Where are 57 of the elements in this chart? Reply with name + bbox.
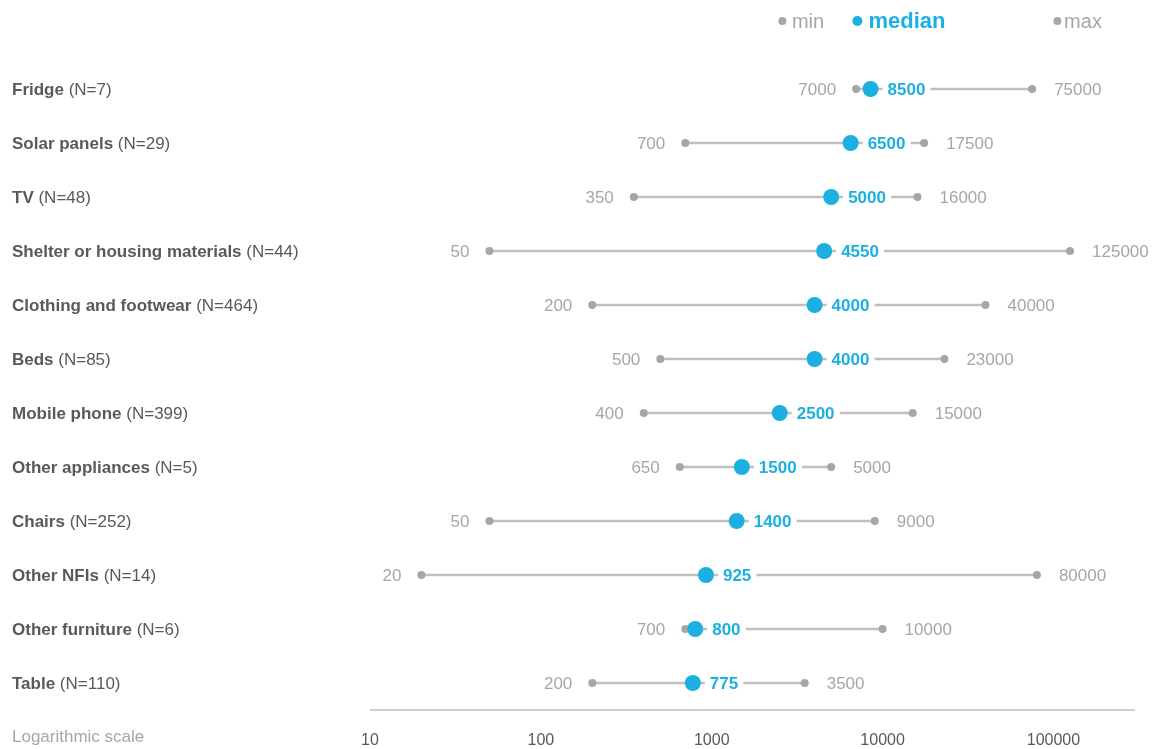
data-label: 5000	[853, 458, 891, 477]
data-label: 500	[611, 350, 641, 369]
data-label: 5000	[848, 188, 886, 207]
data-label: 8500	[887, 80, 926, 99]
data-label: 2500	[796, 404, 835, 423]
data-label: 700	[636, 620, 666, 639]
data-label: 9000	[896, 512, 935, 531]
data-label: 40000	[1007, 296, 1055, 315]
data-label: 50	[450, 242, 470, 261]
data-label: 4000	[831, 350, 870, 369]
data-label: 23000	[966, 350, 1014, 369]
legend-label: median	[868, 8, 946, 33]
data-label: 15000	[934, 404, 982, 423]
y-tick-label: Solar panels (N=29)	[12, 134, 171, 153]
data-label: 10000	[904, 620, 952, 639]
y-tick-label: Other furniture (N=6)	[12, 620, 180, 639]
data-label: 3500	[826, 674, 865, 693]
data-label: 1500	[758, 458, 797, 477]
x-tick-label: 10000	[860, 731, 905, 748]
y-tick-label: Fridge (N=7)	[12, 80, 112, 99]
x-tick-label: 100	[527, 731, 555, 748]
x-tick-label: 100000	[1026, 731, 1081, 748]
data-label: 350	[585, 188, 614, 207]
data-label: 50	[450, 512, 470, 531]
data-label: 1400	[753, 512, 792, 531]
data-label: 7000	[798, 80, 837, 99]
data-label: 200	[543, 296, 573, 315]
legend-label: min	[791, 10, 825, 32]
legend-label: max	[1064, 10, 1102, 32]
data-label: 17500	[946, 134, 994, 153]
text: Logarithmic scale	[12, 727, 145, 746]
y-tick-label: Other appliances (N=5)	[12, 458, 198, 477]
y-tick-label: Chairs (N=252)	[12, 512, 132, 531]
data-label: 200	[543, 674, 573, 693]
data-label: 925	[722, 566, 752, 585]
data-label: 80000	[1058, 566, 1107, 585]
data-label: 4550	[841, 242, 879, 261]
data-label: 125000	[1092, 242, 1149, 261]
y-tick-label: TV (N=48)	[12, 188, 91, 207]
x-tick-label: 1000	[693, 731, 730, 748]
y-tick-label: Mobile phone (N=399)	[12, 404, 189, 423]
data-label: 700	[636, 134, 666, 153]
y-tick-label: Clothing and footwear (N=464)	[12, 296, 259, 315]
data-label: 775	[709, 674, 739, 693]
y-tick-label: Shelter or housing materials (N=44)	[12, 242, 299, 261]
x-tick-label: 10	[361, 731, 379, 748]
data-label: 20	[382, 566, 402, 585]
data-label: 4000	[831, 296, 870, 315]
data-label: 6500	[867, 134, 906, 153]
data-label: 800	[712, 620, 741, 639]
data-label: 75000	[1054, 80, 1102, 99]
y-tick-label: Table (N=110)	[12, 674, 121, 693]
data-label: 650	[631, 458, 660, 477]
y-tick-label: Beds (N=85)	[12, 350, 111, 369]
y-tick-label: Other NFIs (N=14)	[12, 566, 157, 585]
data-label: 16000	[939, 188, 987, 207]
data-label: 400	[595, 404, 624, 423]
